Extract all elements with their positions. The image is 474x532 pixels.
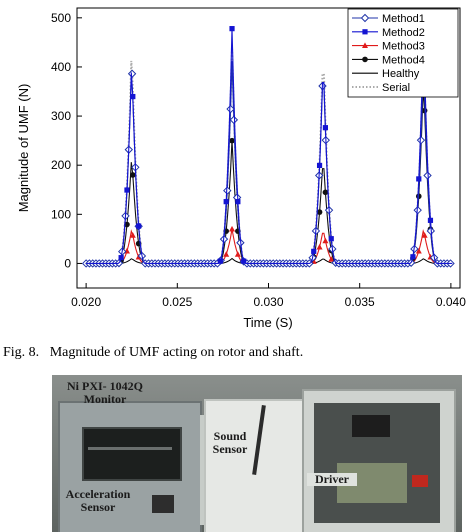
figure-caption: Fig. 8. Magnitude of UMF acting on rotor…: [3, 345, 473, 361]
data-point: [229, 226, 235, 232]
y-axis-label: Magnitude of UMF (N): [16, 84, 31, 213]
label-sound-sensor: Sound Sensor: [205, 430, 255, 456]
legend-label-serial: Serial: [382, 82, 410, 94]
data-point: [241, 258, 246, 263]
legend-label-method4: Method4: [382, 54, 425, 66]
legend-label-method2: Method2: [382, 27, 425, 39]
y-tick-label: 100: [51, 207, 71, 221]
data-point: [323, 125, 328, 130]
y-tick-label: 500: [51, 11, 71, 25]
legend-marker: [362, 57, 368, 63]
data-point: [235, 199, 240, 204]
data-point: [322, 238, 328, 244]
x-axis-label: Time (S): [243, 315, 292, 330]
legend-label-healthy: Healthy: [382, 68, 420, 80]
y-tick-label: 300: [51, 109, 71, 123]
data-point: [417, 137, 424, 144]
data-point: [218, 258, 223, 263]
data-point: [428, 218, 433, 223]
data-point: [235, 251, 241, 257]
x-tick-label: 0.040: [436, 295, 466, 309]
umf-chart: 0.020 0.025 0.030 0.035 0.040 0 100 200 300 400 50…: [0, 0, 474, 340]
x-tick-label: 0.035: [345, 295, 375, 309]
data-point: [317, 163, 322, 168]
acceleration-sensor: [152, 495, 174, 513]
label-monitor: Ni PXI- 1042Q Monitor: [62, 380, 148, 406]
label-acceleration-sensor: Acceleration Sensor: [56, 488, 140, 514]
data-point: [329, 236, 334, 241]
legend: Method1 Method2 Method3Method4 Healthy Seria…: [348, 9, 458, 97]
monitor-screen: [82, 427, 182, 481]
caption-text: Magnitude of UMF acting on rotor and sha…: [50, 345, 304, 360]
data-point: [311, 249, 316, 254]
y-tick-label: 200: [51, 158, 71, 172]
data-point: [229, 26, 234, 31]
x-tick-label: 0.025: [162, 295, 192, 309]
data-point: [416, 176, 421, 181]
data-point: [136, 223, 141, 228]
y-tick-label: 400: [51, 60, 71, 74]
data-point: [410, 254, 415, 259]
data-point: [323, 190, 329, 196]
data-point: [317, 244, 323, 250]
caption-label: Fig. 8.: [3, 345, 39, 360]
data-point: [223, 251, 229, 257]
data-point: [124, 187, 129, 192]
data-point: [130, 172, 136, 178]
series-line-method4: [86, 89, 452, 264]
y-tick-label: 0: [64, 256, 71, 270]
legend-label-method3: Method3: [382, 41, 425, 53]
legend-label-method1: Method1: [382, 13, 425, 25]
data-point: [119, 255, 124, 260]
label-driver: Driver: [307, 473, 357, 486]
experiment-photo: Ni PXI- 1042Q Monitor Sound Sensor Drive…: [52, 375, 462, 532]
x-tick-label: 0.020: [71, 295, 101, 309]
series-markers-method4: [118, 108, 433, 263]
data-point: [230, 116, 237, 123]
legend-marker: [362, 29, 367, 34]
data-point: [130, 94, 135, 99]
x-tick-label: 0.030: [253, 295, 283, 309]
series-markers-method3: [124, 226, 433, 266]
data-point: [224, 199, 229, 204]
